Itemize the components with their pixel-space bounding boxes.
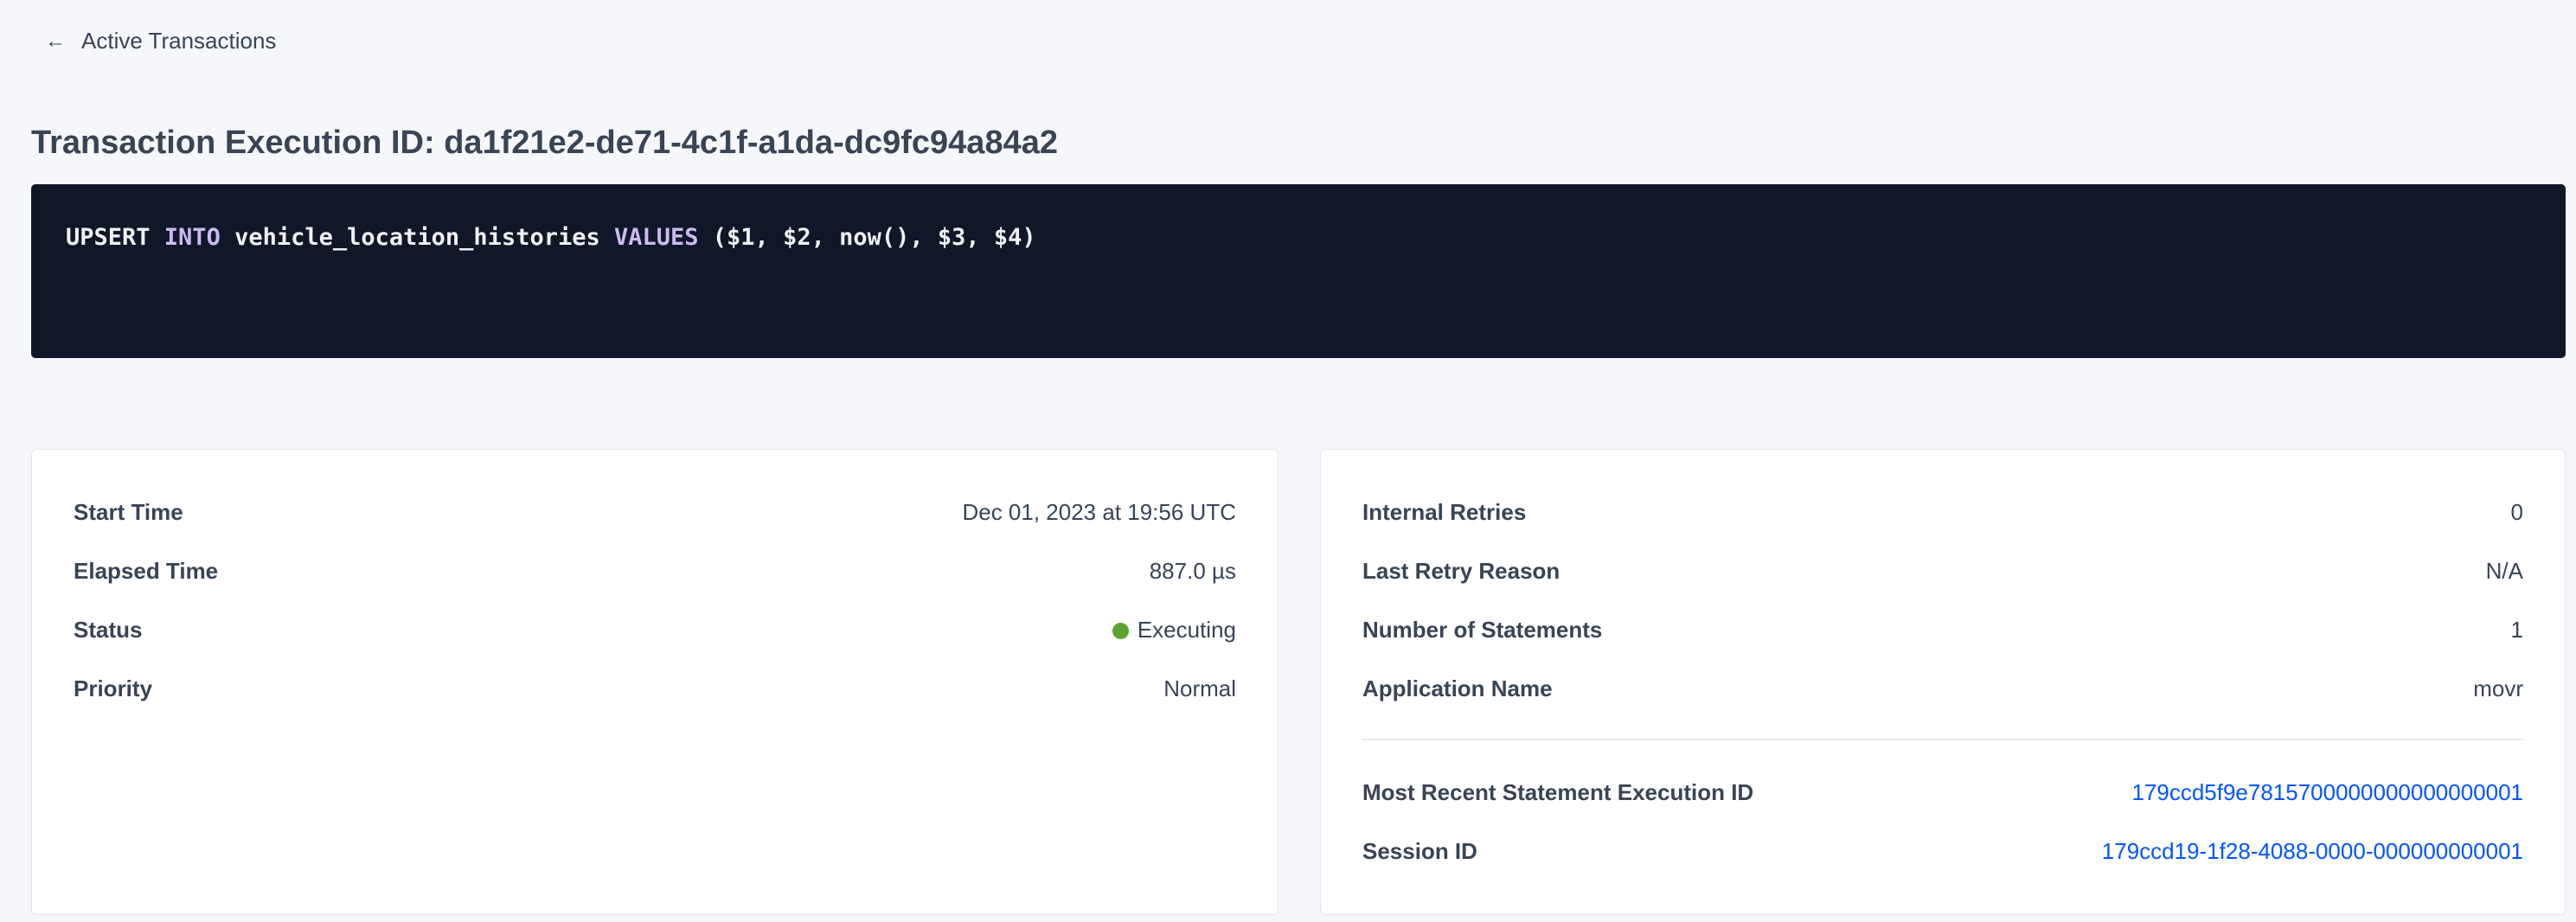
row-application-name: Application Name movr	[1362, 659, 2523, 718]
value: 0	[2510, 498, 2523, 525]
transaction-summary-card: Start Time Dec 01, 2023 at 19:56 UTC Elap…	[31, 449, 1278, 915]
value: N/A	[2485, 557, 2523, 584]
row-elapsed-time: Elapsed Time 887.0 µs	[74, 541, 1236, 600]
value: 887.0 µs	[1149, 557, 1236, 584]
status-text: Executing	[1137, 616, 1236, 643]
divider	[1362, 739, 2523, 740]
value: movr	[2473, 675, 2523, 701]
row-number-of-statements: Number of Statements 1	[1362, 600, 2523, 659]
row-last-retry-reason: Last Retry Reason N/A	[1362, 541, 2523, 600]
row-internal-retries: Internal Retries 0	[1362, 483, 2523, 541]
sql-keyword: VALUES	[613, 224, 699, 251]
sql-text: vehicle_location_histories	[220, 224, 614, 251]
row-session-id: Session ID 179ccd19-1f28-4088-0000-000000…	[1362, 822, 2523, 880]
label: Elapsed Time	[74, 557, 219, 584]
label: Most Recent Statement Execution ID	[1362, 778, 1754, 805]
label: Internal Retries	[1362, 498, 1527, 525]
statement-execution-id-link[interactable]: 179ccd5f9e7815700000000000000001	[2131, 778, 2523, 805]
back-link-active-transactions[interactable]: ← Active Transactions	[45, 28, 276, 54]
row-priority: Priority Normal	[74, 659, 1236, 718]
value: Normal	[1163, 675, 1236, 701]
label: Status	[74, 616, 143, 643]
label: Last Retry Reason	[1362, 557, 1560, 584]
sql-keyword: INTO	[163, 224, 221, 251]
value: 1	[2510, 616, 2523, 643]
row-status: Status Executing	[74, 600, 1236, 659]
row-most-recent-statement-id: Most Recent Statement Execution ID 179ccd…	[1362, 763, 2523, 822]
sql-text: ($1, $2, now(), $3, $4)	[698, 224, 1036, 251]
arrow-left-icon: ←	[45, 29, 66, 53]
page-title: Transaction Execution ID: da1f21e2-de71-…	[31, 125, 1058, 161]
status-dot-icon	[1112, 622, 1129, 639]
sql-query-block: UPSERT INTO vehicle_location_histories V…	[31, 184, 2566, 358]
label: Number of Statements	[1362, 616, 1603, 643]
value: Dec 01, 2023 at 19:56 UTC	[962, 498, 1236, 525]
row-start-time: Start Time Dec 01, 2023 at 19:56 UTC	[74, 483, 1236, 541]
label: Session ID	[1362, 837, 1477, 864]
sql-keyword: UPSERT	[66, 224, 164, 251]
session-id-link[interactable]: 179ccd19-1f28-4088-0000-000000000001	[2101, 837, 2523, 864]
transaction-details-card: Internal Retries 0 Last Retry Reason N/A N…	[1320, 449, 2566, 915]
back-link-label: Active Transactions	[81, 28, 277, 54]
label: Application Name	[1362, 675, 1553, 701]
status-badge: Executing	[1112, 617, 1236, 643]
label: Priority	[74, 675, 153, 701]
label: Start Time	[74, 498, 183, 525]
